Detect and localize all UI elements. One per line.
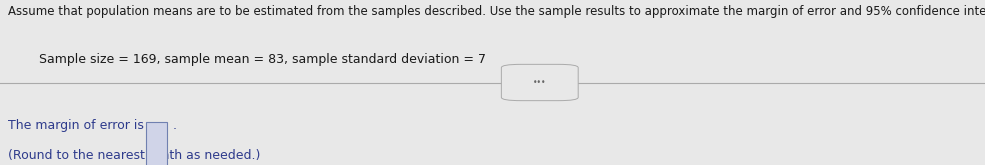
Text: The margin of error is: The margin of error is	[8, 119, 144, 132]
Text: Assume that population means are to be estimated from the samples described. Use: Assume that population means are to be e…	[8, 5, 985, 18]
FancyBboxPatch shape	[146, 122, 167, 165]
Text: Sample size = 169, sample mean = 83, sample standard deviation = 7: Sample size = 169, sample mean = 83, sam…	[39, 53, 487, 66]
Text: (Round to the nearest tenth as needed.): (Round to the nearest tenth as needed.)	[8, 148, 260, 162]
Text: •••: •••	[533, 78, 547, 87]
FancyBboxPatch shape	[501, 64, 578, 101]
Text: .: .	[172, 119, 176, 132]
